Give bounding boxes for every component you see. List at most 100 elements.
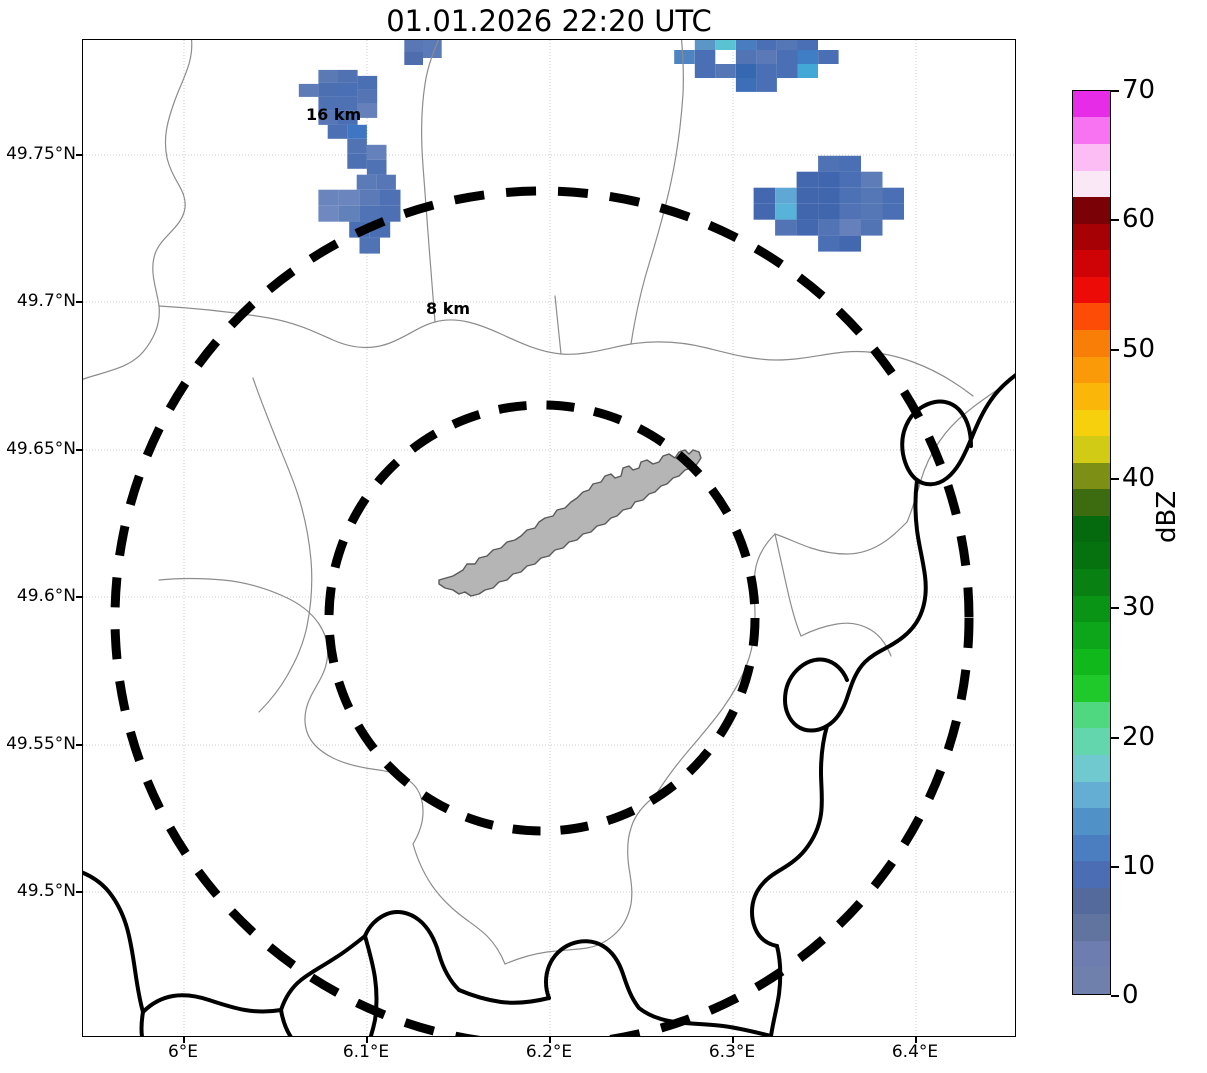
colorbar-band-24 [1073,329,1110,357]
colorbar[interactable] [1072,90,1111,995]
range-ring-8km [324,400,760,836]
radar-echo-cell [380,189,401,206]
cb-tickmark-30 [1111,607,1119,609]
radar-echo-cell [359,205,380,222]
colorbar-band-19 [1073,462,1110,490]
radar-echo-cell [861,203,883,220]
radar-echo-cell [839,187,861,204]
radar-echo-cell [797,64,818,78]
radar-echo-cell [366,144,387,160]
cb-tickmark-70 [1111,90,1119,92]
colorbar-band-23 [1073,356,1110,384]
x-tickmark-0 [183,1037,185,1043]
y-tickmark-3 [76,449,82,451]
radar-echo-cell [796,203,819,220]
y-tickmark-5 [76,154,82,156]
radar-echo-cell [839,171,861,188]
radar-echo-cell [327,124,348,139]
radar-echo-cell [318,110,338,125]
radar-echo-cell [318,82,338,97]
cb-tick-label-0: 0 [1122,980,1139,1010]
cb-tickmark-10 [1111,866,1119,868]
radar-echo-layer [298,40,904,254]
colorbar-band-1 [1073,940,1110,968]
radar-echo-cell [715,40,736,50]
page-title: 01.01.2026 22:20 UTC [386,4,712,38]
radar-echo-cell [735,64,757,78]
radar-echo-cell [861,171,883,188]
x-tickmark-4 [915,1037,917,1043]
colorbar-band-6 [1073,808,1110,835]
range-ring-16km [110,186,974,1036]
radar-echo-cell [882,203,904,220]
radar-echo-cell [861,187,883,204]
radar-echo-cell [338,189,360,206]
colorbar-band-14 [1073,595,1110,623]
radar-echo-cell [796,171,819,188]
cb-tick-label-60: 60 [1122,204,1156,234]
colorbar-band-29 [1073,197,1110,224]
radar-echo-cell [338,69,358,83]
radar-echo-cell [318,69,338,83]
radar-echo-cell [796,187,819,204]
radar-echo-cell [797,40,818,50]
radar-echo-cell [756,50,777,64]
range-rings [110,186,974,1036]
radar-echo-cell [818,155,840,172]
radar-echo-cell [694,50,716,64]
colorbar-band-5 [1073,834,1110,862]
x-tickmark-1 [366,1037,368,1043]
cb-tickmark-60 [1111,219,1119,221]
colorbar-band-27 [1073,250,1110,277]
radar-echo-cell [338,205,360,222]
colorbar-band-20 [1073,436,1110,463]
x-tick-label-3: 6.3°E [708,1042,756,1062]
cb-tickmark-20 [1111,737,1119,739]
colorbar-band-28 [1073,223,1110,251]
y-tick-label-1: 49.55°N [6,734,76,754]
radar-echo-cell [818,171,840,188]
radar-echo-cell [694,40,716,50]
radar-echo-cell [359,237,380,254]
colorbar-band-26 [1073,276,1110,304]
y-tickmark-0 [76,891,82,893]
x-tick-label-2: 6.2°E [525,1042,573,1062]
radar-echo-cell [818,50,839,64]
radar-echo-cell [756,77,777,92]
radar-echo-cell [777,40,798,50]
y-tickmark-4 [76,301,82,303]
cb-tickmark-50 [1111,349,1119,351]
x-tick-label-0: 6°E [167,1042,199,1062]
cb-tick-label-40: 40 [1122,463,1156,493]
radar-echo-cell [366,159,387,175]
colorbar-band-4 [1073,861,1110,888]
radar-echo-cell [756,40,777,50]
radar-echo-cell [735,40,757,50]
radar-echo-cell [347,138,367,154]
radar-echo-cell [797,50,818,64]
x-tick-label-1: 6.1°E [342,1042,390,1062]
radar-echo-cell [357,103,378,118]
radar-echo-cell [777,64,798,78]
colorbar-band-7 [1073,781,1110,809]
colorbar-band-10 [1073,701,1110,729]
y-tick-label-5: 49.75°N [6,144,76,164]
radar-echo-cell [347,124,367,139]
radar-echo-cell [404,52,423,65]
colorbar-band-31 [1073,144,1110,171]
map-plot-area[interactable]: 16 km 8 km [82,39,1016,1037]
x-tick-label-4: 6.4°E [891,1042,939,1062]
y-tick-label-3: 49.65°N [6,439,76,459]
y-tick-label-2: 49.6°N [16,586,76,606]
radar-echo-cell [735,77,757,92]
radar-echo-cell [777,50,798,64]
radar-echo-cell [359,189,380,206]
radar-echo-cell [839,219,861,236]
radar-echo-cell [318,205,339,222]
radar-echo-cell [318,96,338,111]
colorbar-band-0 [1073,967,1110,994]
colorbar-band-2 [1073,914,1110,941]
colorbar-band-33 [1073,90,1110,118]
radar-echo-cell [839,235,861,252]
radar-echo-cell [796,219,819,236]
